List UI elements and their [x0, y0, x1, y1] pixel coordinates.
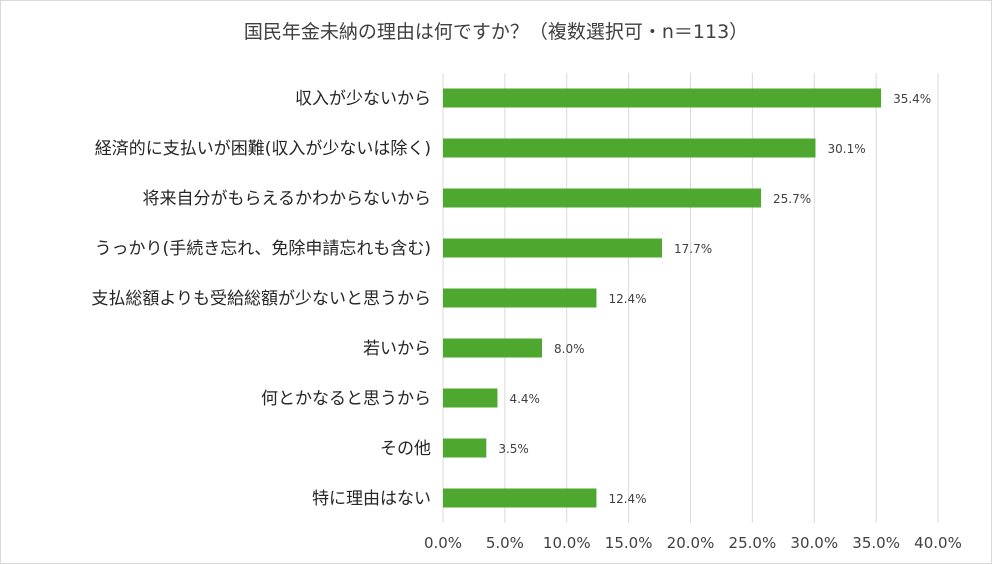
- labels: 0.0% 5.0% 10.0% 15.0% 20.0% 25.0% 30.0% 35.0% 40…: [91, 89, 962, 552]
- data-label: 35.4%: [893, 92, 931, 106]
- x-tick-label: 15.0%: [605, 534, 653, 552]
- category-label: 経済的に支払いが困難(収入が少ないは除く): [95, 139, 431, 159]
- x-tick-label: 40.0%: [914, 534, 962, 552]
- bar: [443, 188, 762, 208]
- data-label: 8.0%: [554, 342, 585, 356]
- data-label: 3.5%: [498, 442, 529, 456]
- category-label: 収入が少ないから: [295, 89, 431, 109]
- x-tick-label: 5.0%: [486, 534, 524, 552]
- data-label: 30.1%: [827, 142, 865, 156]
- data-label: 12.4%: [608, 292, 646, 306]
- chart-title: 国民年金未納の理由は何ですか？（複数選択可・n＝113）: [243, 21, 749, 43]
- bar: [443, 388, 498, 408]
- x-tick-label: 10.0%: [543, 534, 591, 552]
- category-label: 支払総額よりも受給総額が少ないと思うから: [91, 289, 431, 309]
- bar: [443, 138, 816, 158]
- x-tick-label: 25.0%: [729, 534, 777, 552]
- data-label: 12.4%: [608, 492, 646, 506]
- category-label: 特に理由はない: [312, 489, 431, 509]
- bar: [443, 438, 487, 458]
- bar: [443, 288, 597, 308]
- x-tick-label: 0.0%: [424, 534, 462, 552]
- bar: [443, 238, 663, 258]
- bars: [443, 88, 882, 508]
- category-label: 若いから: [363, 339, 431, 359]
- bar: [443, 88, 882, 108]
- category-label: 将来自分がもらえるかわからないから: [143, 189, 432, 209]
- data-label: 17.7%: [674, 242, 712, 256]
- category-label: 何とかなると思うから: [261, 389, 431, 409]
- x-tick-label: 30.0%: [790, 534, 838, 552]
- x-tick-label: 20.0%: [667, 534, 715, 552]
- data-label: 4.4%: [509, 392, 540, 406]
- data-label: 25.7%: [773, 192, 811, 206]
- category-label: その他: [380, 439, 431, 459]
- x-tick-label: 35.0%: [852, 534, 900, 552]
- bar: [443, 488, 597, 508]
- category-label: うっかり(手続き忘れ、免除申請忘れも含む): [95, 239, 431, 259]
- bar: [443, 338, 542, 358]
